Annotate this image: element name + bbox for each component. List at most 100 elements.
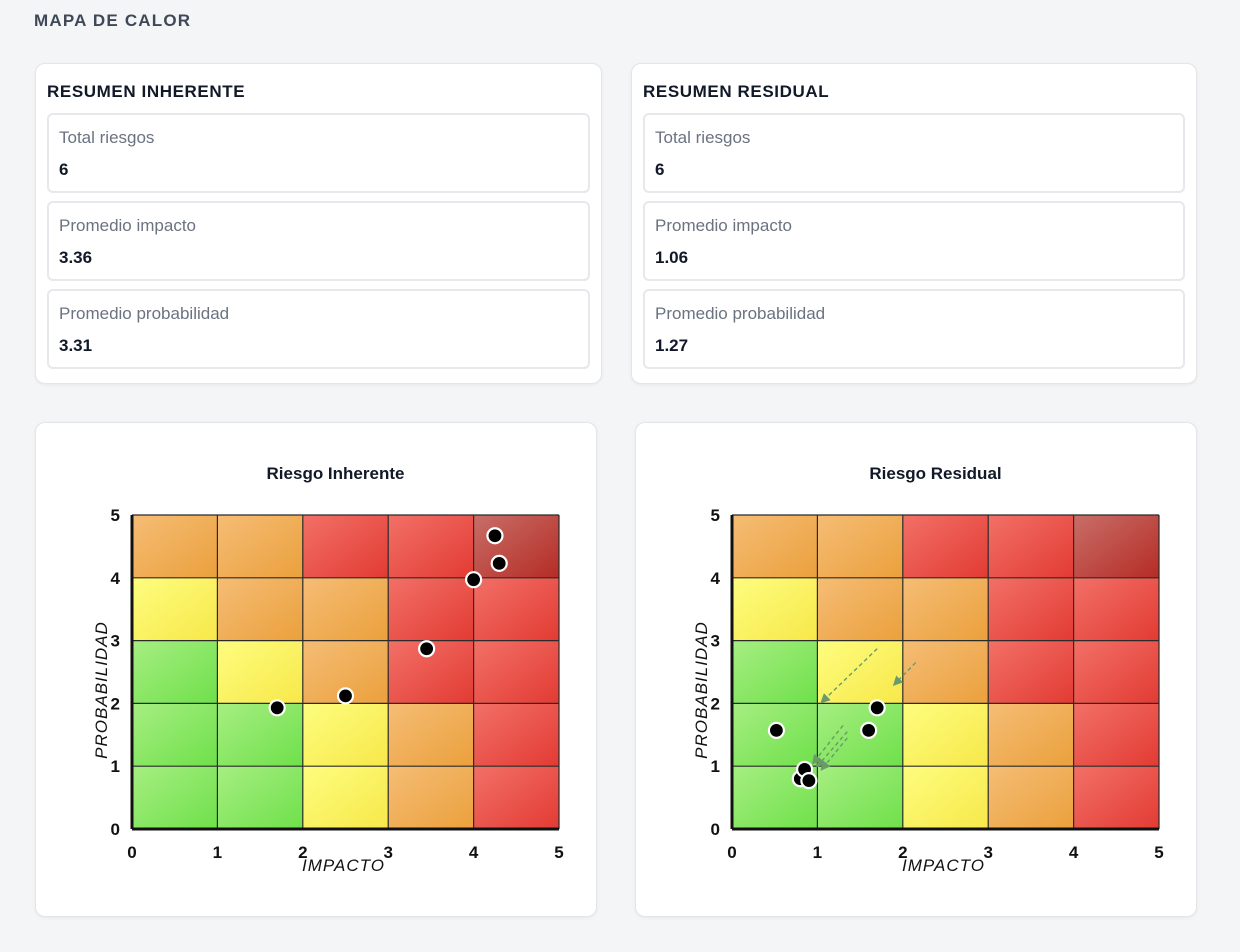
heatmap-cell — [473, 515, 559, 578]
risk-point[interactable] — [800, 772, 818, 790]
heatmap-cell — [473, 577, 559, 641]
stat-value: 3.31 — [59, 336, 93, 355]
heatmap-cell — [1073, 640, 1159, 704]
heatmap-cell — [388, 577, 474, 641]
heatmap-cell — [217, 515, 303, 578]
x-tick-label: 2 — [298, 843, 307, 862]
heatmap-cell — [902, 640, 989, 704]
heatmap-cell — [988, 766, 1074, 829]
y-tick-label: 2 — [711, 694, 720, 713]
heatmap-cell — [302, 703, 389, 767]
stat-total-risks: Total riesgos 6 — [643, 113, 1185, 193]
stat-label: Promedio probabilidad — [59, 304, 230, 323]
heatmap-cell — [473, 640, 559, 704]
heatmap-cell — [302, 515, 389, 578]
risk-point[interactable] — [767, 721, 786, 740]
y-tick-label: 5 — [111, 506, 120, 525]
movement-arrow — [820, 648, 878, 704]
heatmap-cell — [473, 703, 559, 767]
heatmap-cell — [388, 703, 474, 767]
heatmap-cell — [217, 766, 303, 829]
movement-arrow — [811, 724, 844, 765]
risk-point[interactable] — [465, 571, 483, 589]
risk-point[interactable] — [268, 699, 286, 717]
heatmap-cell — [902, 766, 989, 829]
heatmap-cell — [817, 577, 903, 641]
heatmap-cell — [732, 640, 818, 704]
heatmap-cell — [1073, 515, 1159, 578]
y-axis-label: PROBABILIDAD — [92, 621, 111, 759]
heatmap-cell — [302, 577, 389, 641]
heatmap-cell — [388, 515, 474, 578]
y-tick-label: 1 — [111, 757, 120, 776]
stat-value: 3.36 — [59, 248, 93, 267]
heatmap-cell — [902, 703, 989, 767]
x-tick-label: 0 — [127, 843, 136, 862]
risk-point[interactable] — [336, 687, 355, 705]
heatmap-cell — [302, 766, 389, 829]
risk-point[interactable] — [486, 527, 504, 545]
x-tick-label: 1 — [813, 843, 822, 862]
summary-title: RESUMEN INHERENTE — [47, 82, 246, 101]
heatmap-cell — [988, 515, 1074, 578]
x-tick-label: 1 — [213, 843, 222, 862]
heatmap-cell — [988, 640, 1074, 704]
stat-label: Total riesgos — [655, 128, 751, 147]
summary-card-residual: RESUMEN RESIDUAL Total riesgos 6 Promedi… — [631, 63, 1197, 384]
stat-value: 1.27 — [655, 336, 689, 355]
x-tick-label: 0 — [727, 843, 736, 862]
heatmap-cell — [1073, 703, 1159, 767]
x-axis-label: IMPACTO — [902, 856, 985, 875]
risk-point[interactable] — [490, 554, 508, 572]
heatmap-cell — [132, 577, 218, 641]
stat-label: Promedio impacto — [59, 216, 197, 235]
y-tick-label: 4 — [711, 569, 721, 588]
y-tick-label: 0 — [111, 820, 120, 839]
stat-label: Promedio impacto — [655, 216, 793, 235]
y-axis-label: PROBABILIDAD — [692, 621, 711, 759]
heatmap-cell — [902, 515, 989, 578]
stat-avg-impact: Promedio impacto 3.36 — [47, 201, 590, 281]
summary-title: RESUMEN RESIDUAL — [643, 82, 830, 101]
chart-card-residual: Riesgo Residual 0 1 2 3 4 5 0 1 2 3 4 5 IMPACTO PROBAB… — [635, 422, 1197, 917]
heatmap-cell — [132, 640, 218, 704]
risk-point[interactable] — [868, 699, 886, 717]
heatmap-cell — [473, 766, 559, 829]
stat-value: 6 — [59, 160, 69, 179]
summary-card-inherent: RESUMEN INHERENTE Total riesgos 6 Promed… — [35, 63, 602, 384]
heatmap-cell — [132, 703, 218, 767]
heatmap-cell — [217, 577, 303, 641]
x-tick-label: 4 — [469, 843, 479, 862]
heatmap-cell — [132, 766, 218, 829]
heatmap-residual: Riesgo Residual 0 1 2 3 4 5 0 1 2 3 4 5 IMPACTO PROBAB… — [692, 464, 1164, 875]
chart-card-inherent: Riesgo Inherente 0 1 2 3 4 5 0 1 2 3 4 5 IMPACTO PROBA… — [35, 422, 597, 917]
heatmap-cell — [732, 577, 818, 641]
chart-title: Riesgo Residual — [869, 464, 1001, 483]
stat-label: Total riesgos — [59, 128, 155, 147]
stat-value: 1.06 — [655, 248, 689, 267]
x-tick-label: 3 — [383, 843, 392, 862]
heatmap-cell — [817, 703, 903, 767]
stat-total-risks: Total riesgos 6 — [47, 113, 590, 193]
page-title: MAPA DE CALOR — [34, 11, 192, 30]
heatmap-cell — [388, 766, 474, 829]
risk-point[interactable] — [418, 640, 436, 658]
stat-avg-impact: Promedio impacto 1.06 — [643, 201, 1185, 281]
heatmap-cell — [902, 577, 989, 641]
y-tick-label: 5 — [711, 506, 720, 525]
stat-label: Promedio probabilidad — [655, 304, 826, 323]
y-tick-label: 3 — [711, 632, 720, 651]
heatmap-cell — [988, 703, 1074, 767]
heatmap-cell — [732, 515, 818, 578]
x-axis-label: IMPACTO — [302, 856, 385, 875]
x-tick-label: 5 — [1154, 843, 1163, 862]
x-tick-label: 5 — [554, 843, 563, 862]
chart-title: Riesgo Inherente — [267, 464, 405, 483]
heatmap-cell — [1073, 577, 1159, 641]
risk-point[interactable] — [860, 721, 878, 740]
y-tick-label: 0 — [711, 820, 720, 839]
heatmap-cell — [817, 766, 903, 829]
x-tick-label: 3 — [983, 843, 992, 862]
x-tick-label: 2 — [898, 843, 907, 862]
heatmap-cell — [217, 703, 303, 767]
